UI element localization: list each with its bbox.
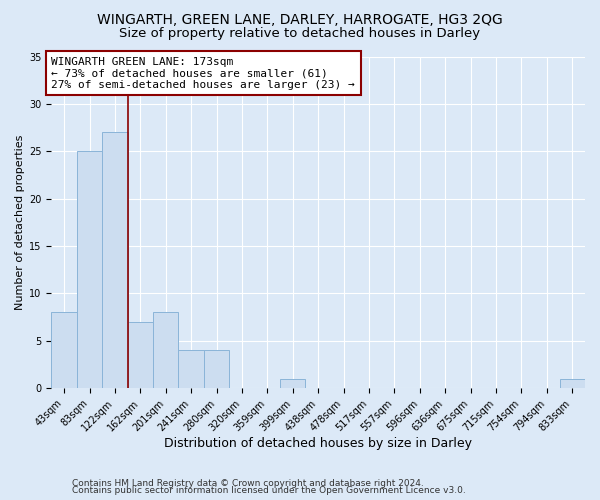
Bar bbox=[52, 312, 77, 388]
X-axis label: Distribution of detached houses by size in Darley: Distribution of detached houses by size … bbox=[164, 437, 472, 450]
Text: WINGARTH, GREEN LANE, DARLEY, HARROGATE, HG3 2QG: WINGARTH, GREEN LANE, DARLEY, HARROGATE,… bbox=[97, 12, 503, 26]
Bar bbox=[204, 350, 229, 388]
Text: Contains public sector information licensed under the Open Government Licence v3: Contains public sector information licen… bbox=[72, 486, 466, 495]
Bar bbox=[128, 322, 153, 388]
Y-axis label: Number of detached properties: Number of detached properties bbox=[15, 134, 25, 310]
Bar bbox=[153, 312, 178, 388]
Bar bbox=[560, 378, 585, 388]
Bar bbox=[77, 151, 102, 388]
Text: Size of property relative to detached houses in Darley: Size of property relative to detached ho… bbox=[119, 28, 481, 40]
Text: WINGARTH GREEN LANE: 173sqm
← 73% of detached houses are smaller (61)
27% of sem: WINGARTH GREEN LANE: 173sqm ← 73% of det… bbox=[52, 56, 355, 90]
Bar bbox=[102, 132, 128, 388]
Bar bbox=[280, 378, 305, 388]
Bar bbox=[178, 350, 204, 388]
Text: Contains HM Land Registry data © Crown copyright and database right 2024.: Contains HM Land Registry data © Crown c… bbox=[72, 478, 424, 488]
